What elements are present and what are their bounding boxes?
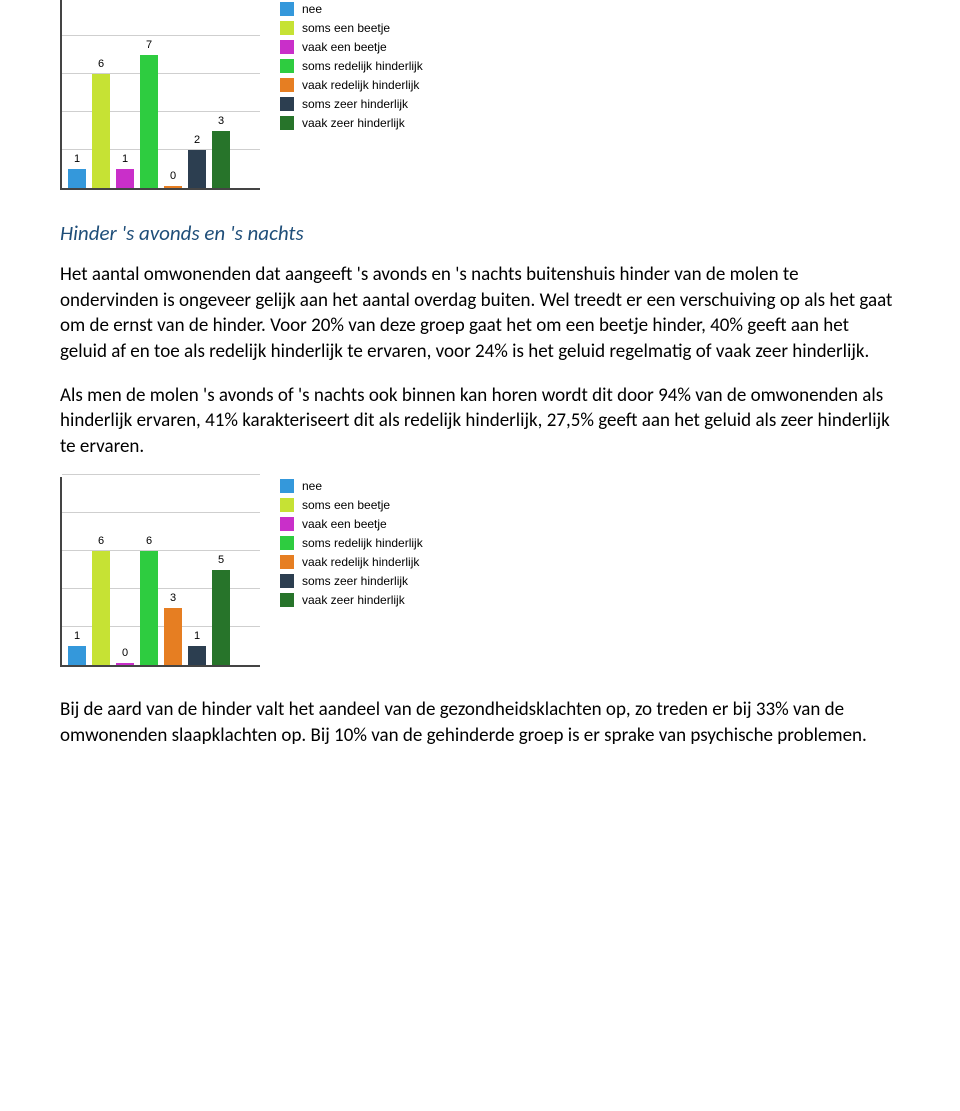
legend-label: nee [302,479,322,493]
bar: 0 [164,186,182,188]
legend-item: vaak redelijk hinderlijk [280,555,423,569]
legend-item: vaak zeer hinderlijk [280,593,423,607]
bar: 7 [140,55,158,188]
bar-value-label: 1 [68,630,86,642]
legend-swatch [280,97,294,111]
legend-item: vaak zeer hinderlijk [280,116,423,130]
legend-label: nee [302,2,322,16]
legend-item: nee [280,479,423,493]
chart-1-area: 1617023 [60,0,260,190]
bar-value-label: 0 [164,170,182,182]
bar-value-label: 2 [188,134,206,146]
legend-swatch [280,555,294,569]
gridline [62,474,260,475]
bar: 1 [68,169,86,188]
chart-2-legend: nee soms een beetje vaak een beetje soms re… [280,477,423,607]
bar: 6 [92,74,110,188]
legend-swatch [280,517,294,531]
bar-value-label: 6 [92,535,110,547]
paragraph-2: Als men de molen 's avonds of 's nachts … [60,383,900,460]
legend-swatch [280,59,294,73]
legend-label: soms zeer hinderlijk [302,574,408,588]
bar: 6 [92,551,110,665]
legend-label: vaak redelijk hinderlijk [302,555,419,569]
chart-2-area: 1606315 [60,477,260,667]
legend-label: soms zeer hinderlijk [302,97,408,111]
bar: 5 [212,570,230,665]
legend-item: vaak een beetje [280,517,423,531]
legend-item: vaak redelijk hinderlijk [280,78,423,92]
legend-item: vaak een beetje [280,40,423,54]
legend-swatch [280,498,294,512]
legend-label: soms een beetje [302,21,390,35]
section-heading: Hinder 's avonds en 's nachts [60,220,900,246]
bar-value-label: 0 [116,647,134,659]
bar: 1 [68,646,86,665]
paragraph-3: Bij de aard van de hinder valt het aande… [60,697,900,748]
legend-label: vaak een beetje [302,517,387,531]
legend-swatch [280,116,294,130]
bars-container: 1606315 [68,551,230,665]
chart-2-block: 1606315 neesoms een beetjevaak een beetj… [60,477,900,667]
legend-item: soms zeer hinderlijk [280,574,423,588]
legend-swatch [280,536,294,550]
bar-value-label: 1 [116,153,134,165]
bar: 6 [140,551,158,665]
bar-value-label: 5 [212,554,230,566]
bar-value-label: 3 [212,115,230,127]
bar: 3 [212,131,230,188]
legend-swatch [280,78,294,92]
legend-label: soms redelijk hinderlijk [302,59,423,73]
bar: 3 [164,608,182,665]
legend-item: soms zeer hinderlijk [280,97,423,111]
legend-swatch [280,40,294,54]
legend-swatch [280,479,294,493]
bar: 2 [188,150,206,188]
legend-swatch [280,574,294,588]
bar: 1 [188,646,206,665]
chart-1-legend: nee soms een beetje vaak een beetje soms re… [280,0,423,130]
bar-value-label: 1 [68,153,86,165]
legend-swatch [280,593,294,607]
legend-label: soms redelijk hinderlijk [302,536,423,550]
legend-label: vaak redelijk hinderlijk [302,78,419,92]
bars-container: 1617023 [68,55,230,188]
legend-item: soms een beetje [280,21,423,35]
legend-item: soms redelijk hinderlijk [280,536,423,550]
legend-item: soms een beetje [280,498,423,512]
legend-label: vaak een beetje [302,40,387,54]
bar-value-label: 6 [92,58,110,70]
bar: 1 [116,169,134,188]
bar: 0 [116,663,134,665]
bar-value-label: 1 [188,630,206,642]
bar-value-label: 3 [164,592,182,604]
paragraph-1: Het aantal omwonenden dat aangeeft 's av… [60,262,900,365]
bar-value-label: 7 [140,39,158,51]
legend-label: vaak zeer hinderlijk [302,116,405,130]
legend-label: soms een beetje [302,498,390,512]
gridline [62,35,260,36]
chart-1-block: 1617023 neesoms een beetjevaak een beetj… [60,0,900,190]
gridline [62,512,260,513]
legend-item: nee [280,2,423,16]
legend-label: vaak zeer hinderlijk [302,593,405,607]
legend-swatch [280,2,294,16]
bar-value-label: 6 [140,535,158,547]
legend-swatch [280,21,294,35]
legend-item: soms redelijk hinderlijk [280,59,423,73]
